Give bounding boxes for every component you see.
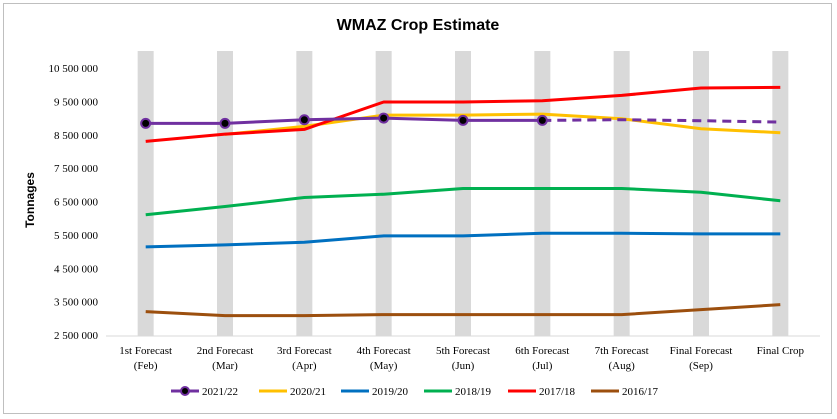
x-tick-label: (Aug) (609, 360, 636, 372)
category-band (613, 51, 630, 336)
chart-title: WMAZ Crop Estimate (337, 17, 500, 34)
y-axis-label: Tonnages (23, 172, 37, 228)
x-tick-label: Final Crop (757, 345, 805, 357)
x-tick-label: (May) (370, 360, 398, 372)
y-tick-label: 5 500 000 (54, 230, 99, 242)
series-line (145, 303, 781, 318)
x-tick-label: (Jun) (452, 360, 475, 372)
y-tick-label: 3 500 000 (54, 297, 99, 309)
series-markers (140, 112, 548, 129)
series-line (145, 85, 781, 143)
data-point (536, 114, 548, 126)
legend-label: 2017/18 (539, 386, 576, 398)
x-tick-label: 5th Forecast (436, 345, 490, 357)
x-tick-label: 1st Forecast (119, 345, 172, 357)
y-tick-label: 7 500 000 (54, 163, 99, 175)
x-tick-label: (Mar) (212, 360, 238, 372)
x-tick-label: 2nd Forecast (197, 345, 254, 357)
y-tick-label: 4 500 000 (54, 263, 99, 275)
legend: 2021/22 2020/21 2019/20 2018/19 2017/18 2016/… (171, 386, 659, 398)
category-band (455, 51, 471, 336)
x-tick-label: 3rd Forecast (277, 345, 332, 357)
legend-label: 2021/22 (202, 386, 238, 398)
y-tick-label: 9 500 000 (54, 96, 99, 108)
y-tick-label: 6 500 000 (54, 197, 99, 209)
x-tick-label: (Jul) (532, 360, 553, 372)
category-bands (137, 51, 789, 336)
category-band (217, 51, 233, 336)
y-tick-label: 8 500 000 (54, 130, 99, 142)
y-tick-label: 10 500 000 (49, 63, 99, 75)
legend-marker (180, 386, 190, 396)
x-axis: 1st Forecast (Feb) 2nd Forecast (Mar) 3rd Fo… (106, 335, 820, 372)
series-line (145, 116, 543, 125)
series-line (145, 231, 781, 249)
category-band (296, 51, 313, 336)
series-line-projected (542, 118, 781, 124)
x-tick-label: (Sep) (689, 360, 713, 372)
legend-label: 2019/20 (372, 386, 409, 398)
data-point (298, 114, 310, 126)
x-tick-label: (Feb) (134, 360, 158, 372)
data-point (219, 117, 231, 129)
x-tick-label: 7th Forecast (595, 345, 649, 357)
y-axis: 2 500 000 3 500 000 4 500 000 5 500 000 6 50… (49, 63, 99, 342)
x-tick-label: 6th Forecast (515, 345, 569, 357)
x-tick-label: 4th Forecast (357, 345, 411, 357)
series-line (145, 187, 781, 217)
legend-label: 2016/17 (622, 386, 659, 398)
legend-label: 2020/21 (290, 386, 326, 398)
x-tick-label: Final Forecast (670, 345, 733, 357)
category-band (534, 51, 551, 336)
series-lines (145, 85, 781, 318)
category-band (772, 51, 789, 336)
category-band (137, 51, 154, 336)
data-point (140, 117, 152, 129)
data-point (457, 114, 469, 126)
x-tick-label: (Apr) (292, 360, 317, 372)
data-point (378, 112, 390, 124)
legend-label: 2018/19 (455, 386, 492, 398)
y-tick-label: 2 500 000 (54, 330, 99, 342)
